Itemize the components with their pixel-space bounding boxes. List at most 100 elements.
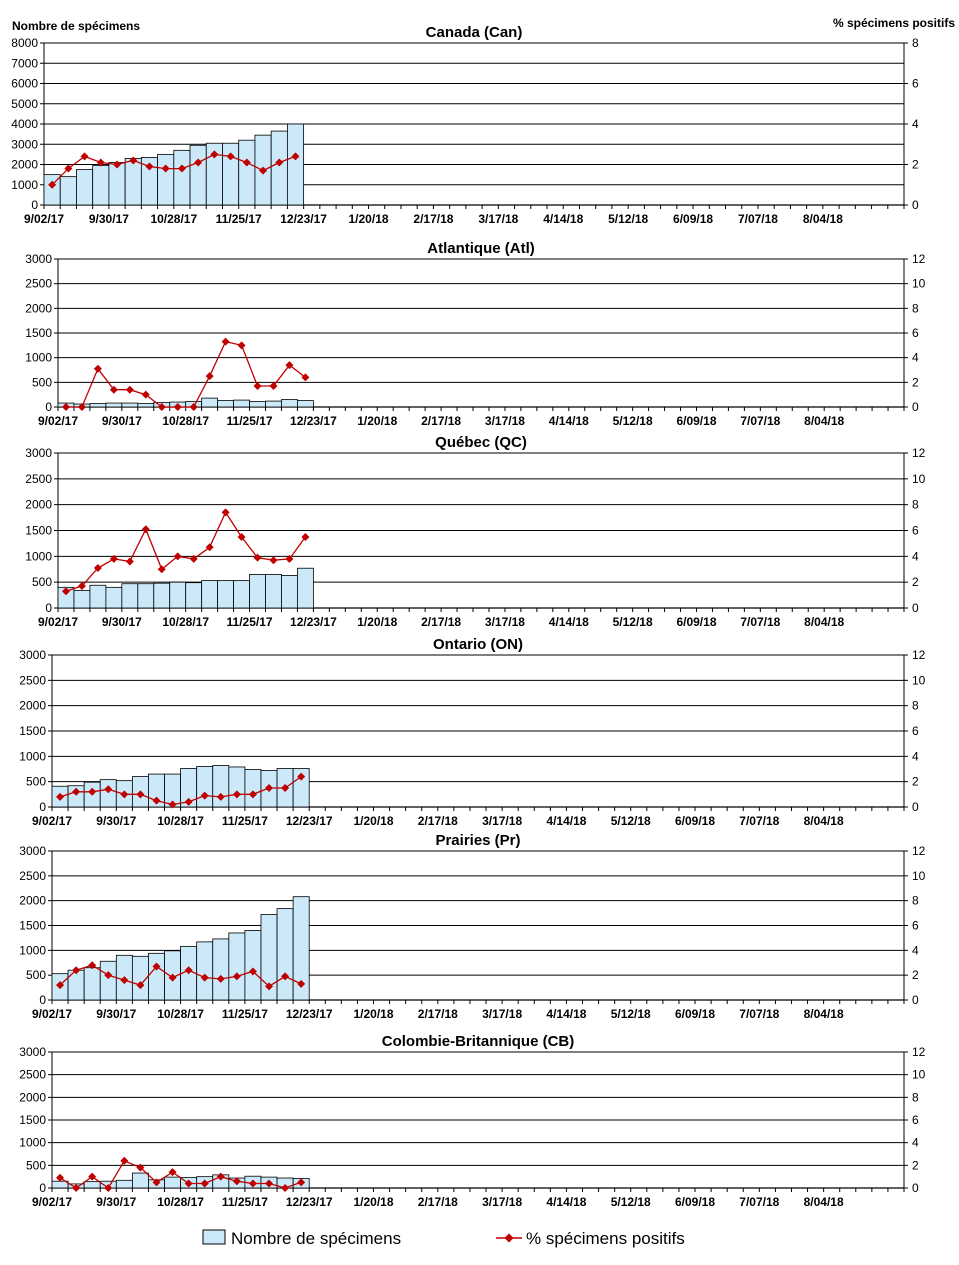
line-marker [259, 166, 268, 175]
line-marker [269, 556, 278, 565]
line-marker [56, 981, 65, 990]
chart-title: Québec (QC) [435, 434, 527, 451]
x-tick-label: 7/07/18 [739, 1195, 779, 1209]
line-marker [141, 390, 150, 399]
x-tick-label: 6/09/18 [673, 212, 713, 226]
bar [99, 960, 117, 1001]
line-marker [221, 337, 230, 346]
line-marker [297, 1178, 306, 1187]
x-tick-label: 9/02/17 [32, 814, 72, 828]
legend-line-label: % spécimens positifs [526, 1229, 685, 1248]
line-marker [80, 152, 89, 161]
y2-tick-label: 6 [912, 724, 919, 738]
bar [201, 580, 219, 609]
y2-tick-label: 0 [912, 400, 919, 414]
bar [281, 575, 298, 609]
legend: Nombre de spécimens % spécimens positifs [202, 1229, 685, 1248]
y-tick-label: 1000 [19, 1136, 46, 1150]
bar [76, 169, 94, 206]
bar [201, 397, 219, 408]
x-tick-label: 4/14/18 [543, 212, 583, 226]
bar [105, 402, 123, 408]
line-marker [61, 587, 70, 596]
y-tick-label: 3000 [19, 844, 46, 858]
bar [131, 1172, 149, 1189]
line-marker [152, 962, 161, 971]
y-tick-label: 1500 [19, 724, 46, 738]
y-tick-label: 0 [45, 400, 52, 414]
bar [228, 932, 246, 1001]
line-marker [56, 1173, 65, 1182]
line-marker [200, 791, 209, 800]
x-tick-label: 7/07/18 [739, 814, 779, 828]
x-tick-label: 6/09/18 [676, 414, 716, 428]
line-marker [281, 784, 290, 792]
legend-bars-label: Nombre de spécimens [231, 1229, 401, 1248]
x-tick-label: 12/23/17 [290, 414, 337, 428]
line-marker [125, 385, 134, 394]
bar [233, 399, 250, 408]
line-marker [152, 796, 161, 805]
line-marker [232, 1177, 241, 1186]
line-marker [120, 976, 129, 985]
y-tick-label: 1000 [11, 178, 38, 192]
line-marker [141, 525, 150, 534]
y-tick-label: 3000 [19, 1045, 46, 1059]
line-marker [113, 160, 122, 169]
line-marker [301, 373, 310, 382]
y2-tick-label: 2 [912, 968, 919, 982]
x-tick-label: 3/17/18 [482, 1195, 522, 1209]
chart-panel-5: 0 500 1000 1500 2000 2500 3000 0 2 4 6 8 10 12 9/02/17… [19, 1033, 925, 1209]
x-tick-label: 9/02/17 [38, 615, 78, 629]
line-marker [216, 792, 225, 801]
y-tick-label: 0 [39, 1181, 46, 1195]
line-marker [184, 966, 193, 975]
y-tick-label: 2500 [19, 869, 46, 883]
x-tick-label: 5/12/18 [611, 1007, 651, 1021]
line-marker [242, 158, 251, 167]
bar [196, 766, 214, 808]
bar [169, 581, 187, 609]
bar [185, 582, 203, 609]
bar [92, 165, 110, 206]
x-tick-label: 10/28/17 [162, 615, 209, 629]
x-tick-label: 1/20/18 [349, 212, 389, 226]
x-tick-label: 7/07/18 [740, 414, 780, 428]
y-tick-label: 3000 [11, 137, 38, 151]
bar [164, 1176, 182, 1189]
line-marker [253, 553, 262, 562]
bar [286, 123, 305, 206]
y2-tick-label: 8 [912, 699, 919, 713]
x-tick-label: 9/30/17 [102, 615, 142, 629]
y-tick-label: 4000 [11, 117, 38, 131]
line-marker [189, 403, 198, 411]
series-line [65, 511, 306, 592]
x-tick-label: 2/17/18 [418, 814, 458, 828]
y2-tick-label: 2 [912, 375, 919, 389]
bar [297, 567, 314, 609]
line-marker [301, 532, 310, 541]
x-tick-label: 12/23/17 [286, 1195, 333, 1209]
x-tick-label: 10/28/17 [157, 1007, 204, 1021]
x-tick-label: 11/25/17 [227, 615, 273, 629]
x-tick-label: 1/20/18 [357, 414, 397, 428]
line-marker [157, 403, 166, 411]
bar [51, 1180, 69, 1189]
line-marker [216, 974, 225, 983]
line-marker [64, 164, 73, 173]
bar [83, 967, 101, 1001]
x-tick-label: 11/25/17 [222, 1007, 268, 1021]
line-marker [120, 790, 129, 799]
y2-tick-label: 6 [912, 1113, 919, 1127]
y-tick-label: 1000 [19, 749, 46, 763]
y-tick-label: 1500 [19, 1113, 46, 1127]
x-tick-label: 9/30/17 [96, 814, 136, 828]
line-marker [109, 554, 118, 563]
y2-tick-label: 8 [912, 894, 919, 908]
y2-tick-label: 4 [912, 549, 919, 563]
bar [212, 938, 230, 1001]
bar [244, 769, 262, 808]
x-tick-label: 8/04/18 [803, 212, 843, 226]
x-tick-label: 6/09/18 [675, 1195, 715, 1209]
